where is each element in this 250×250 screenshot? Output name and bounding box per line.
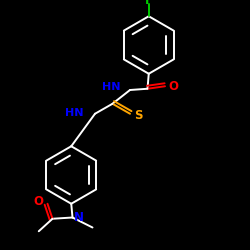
Text: O: O xyxy=(34,195,44,208)
Text: HN: HN xyxy=(102,82,120,92)
Text: HN: HN xyxy=(65,108,84,118)
Text: S: S xyxy=(134,108,143,122)
Text: O: O xyxy=(169,80,179,93)
Text: N: N xyxy=(74,211,84,224)
Text: F: F xyxy=(145,0,153,6)
